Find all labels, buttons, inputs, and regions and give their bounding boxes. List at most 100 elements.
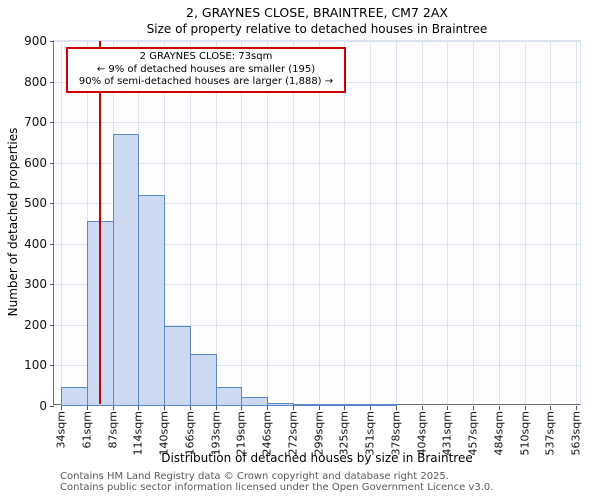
y-gridline	[54, 365, 580, 366]
histogram-bar	[293, 404, 320, 406]
x-tick-label: 246sqm	[260, 411, 274, 456]
histogram-bar	[344, 404, 371, 406]
chart-subtitle: Size of property relative to detached ho…	[146, 22, 488, 36]
annotation-larger-pct: 90% of semi-detached houses are larger (…	[78, 76, 334, 87]
x-tick-label: 61sqm	[80, 411, 94, 449]
y-tick-label: 300	[24, 277, 47, 291]
plot-area: 0 100 200 300 400 500 600 700 800 900 34sqm 61sqm 87…	[24, 34, 582, 455]
x-gridline	[499, 41, 500, 404]
x-tick-label: 510sqm	[518, 411, 532, 456]
chart-title: 2, GRAYNES CLOSE, BRAINTREE, CM7 2AX	[186, 5, 448, 20]
histogram-bar	[267, 403, 294, 406]
x-tick-label: 193sqm	[209, 411, 223, 456]
y-tick-mark	[50, 122, 54, 123]
y-tick-label: 800	[24, 75, 47, 89]
x-gridline	[396, 41, 397, 404]
x-gridline	[447, 41, 448, 404]
x-tick-mark	[267, 406, 268, 410]
x-gridline	[344, 41, 345, 404]
x-tick-mark	[241, 406, 242, 410]
x-tick-mark	[525, 406, 526, 410]
attribution-line-2: Contains public sector information licen…	[60, 482, 494, 493]
x-tick-mark	[216, 406, 217, 410]
y-tick-mark	[50, 284, 54, 285]
y-tick-mark	[50, 82, 54, 83]
attribution-line-1: Contains HM Land Registry data © Crown c…	[60, 471, 449, 482]
x-tick-mark	[499, 406, 500, 410]
x-gridline	[293, 41, 294, 404]
x-tick-mark	[87, 406, 88, 410]
histogram-bar	[216, 387, 242, 406]
x-tick-label: 431sqm	[440, 411, 454, 456]
y-tick-label: 400	[24, 237, 47, 251]
x-tick-mark	[190, 406, 191, 410]
histogram-bar	[61, 387, 88, 406]
x-tick-label: 325sqm	[337, 411, 351, 456]
x-gridline	[525, 41, 526, 404]
histogram-bar	[138, 195, 165, 406]
attribution-footer: Contains HM Land Registry data © Crown c…	[60, 471, 493, 493]
y-tick-mark	[50, 203, 54, 204]
x-tick-label: 87sqm	[106, 411, 120, 449]
x-gridline	[576, 41, 577, 404]
x-tick-label: 563sqm	[569, 411, 583, 456]
y-tick-mark	[50, 406, 54, 407]
x-tick-mark	[113, 406, 114, 410]
x-tick-mark	[138, 406, 139, 410]
x-tick-mark	[550, 406, 551, 410]
x-tick-label: 219sqm	[234, 411, 248, 456]
subject-property-marker-line	[99, 41, 101, 404]
y-tick-label: 0	[39, 399, 47, 413]
y-gridline	[54, 203, 580, 204]
x-tick-label: 484sqm	[492, 411, 506, 456]
x-tick-label: 537sqm	[543, 411, 557, 456]
x-tick-mark	[370, 406, 371, 410]
x-tick-label: 34sqm	[54, 411, 68, 449]
annotation-smaller-pct: ← 9% of detached houses are smaller (195…	[96, 63, 316, 75]
y-tick-label: 100	[24, 358, 47, 372]
histogram-bar	[113, 134, 139, 406]
y-gridline	[54, 163, 580, 164]
x-gridline	[216, 41, 217, 404]
x-axis-label: Distribution of detached houses by size …	[161, 451, 473, 465]
x-tick-label: 272sqm	[286, 411, 300, 456]
y-tick-mark	[50, 365, 54, 366]
x-gridline	[319, 41, 320, 404]
x-gridline	[473, 41, 474, 404]
x-gridline	[61, 41, 62, 404]
y-gridline	[54, 284, 580, 285]
y-tick-mark	[50, 244, 54, 245]
y-gridline	[54, 122, 580, 123]
histogram-bar	[190, 354, 217, 406]
y-tick-label: 900	[24, 34, 47, 48]
x-tick-mark	[396, 406, 397, 410]
y-gridline	[54, 41, 580, 42]
y-tick-mark	[50, 325, 54, 326]
x-gridline	[190, 41, 191, 404]
y-tick-label: 200	[24, 318, 47, 332]
x-tick-mark	[164, 406, 165, 410]
x-tick-label: 140sqm	[157, 411, 171, 456]
x-tick-mark	[344, 406, 345, 410]
x-gridline	[550, 41, 551, 404]
histogram-bar	[319, 404, 345, 406]
x-tick-mark	[473, 406, 474, 410]
histogram-bar	[241, 397, 268, 406]
y-tick-mark	[50, 163, 54, 164]
x-tick-mark	[319, 406, 320, 410]
annotation-property-size: 2 GRAYNES CLOSE: 73sqm	[139, 51, 273, 62]
x-tick-label: 404sqm	[415, 411, 429, 456]
x-tick-mark	[447, 406, 448, 410]
x-gridline	[370, 41, 371, 404]
x-tick-label: 457sqm	[466, 411, 480, 456]
x-tick-mark	[576, 406, 577, 410]
histogram-bar	[164, 326, 191, 406]
y-tick-mark	[50, 41, 54, 42]
x-tick-label: 114sqm	[131, 411, 145, 456]
y-tick-label: 600	[24, 156, 47, 170]
x-gridline	[241, 41, 242, 404]
x-tick-label: 299sqm	[312, 411, 326, 456]
x-tick-label: 166sqm	[183, 411, 197, 456]
annotation-box: 2 GRAYNES CLOSE: 73sqm ← 9% of detached …	[66, 47, 346, 93]
